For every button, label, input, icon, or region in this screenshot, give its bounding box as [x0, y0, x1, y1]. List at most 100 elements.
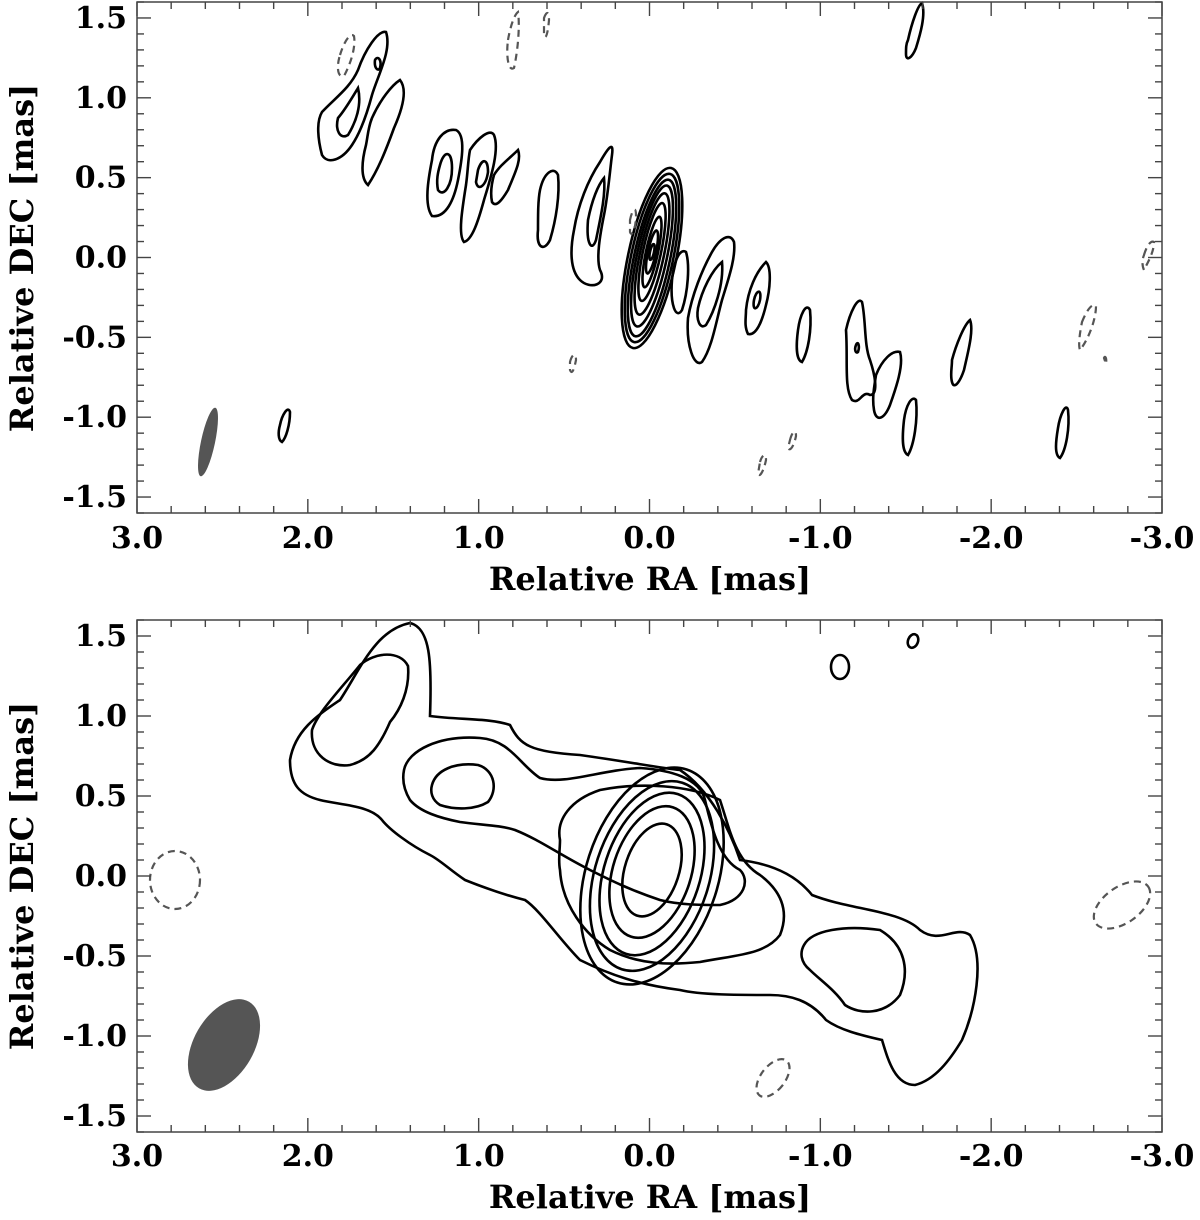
top-negative-contour	[1141, 240, 1156, 273]
top-contour	[795, 306, 812, 364]
top-contour	[901, 397, 918, 457]
bottom-core-contour	[608, 804, 696, 940]
bottom-panel: 3.0 2.0 1.0 0.0 -1.0 -2.0 -3.0 1.5 1.0 0.5 0.0 -0.…	[3, 619, 1194, 1216]
bottom-contour	[429, 763, 496, 810]
top-core-contour	[648, 242, 656, 262]
top-core-contour	[633, 192, 671, 316]
bottom-negative-contours	[148, 849, 1152, 1098]
bottom-y-tick-label: -1.5	[62, 1099, 127, 1134]
top-contour	[853, 341, 861, 354]
top-y-tick-label: 1.0	[75, 81, 127, 116]
bottom-contour	[557, 784, 786, 965]
bottom-negative-contour	[1092, 880, 1152, 930]
bottom-axis-ticks	[136, 619, 1163, 1133]
top-contour	[844, 299, 877, 403]
bottom-contour	[829, 653, 851, 681]
top-y-tick-label: 0.0	[75, 241, 127, 276]
top-contour	[489, 147, 521, 206]
top-contour	[586, 174, 606, 247]
bottom-x-tick-label: 0.0	[623, 1139, 675, 1174]
top-x-tick-labels: 3.0 2.0 1.0 0.0 -1.0 -2.0 -3.0	[111, 521, 1194, 556]
bottom-x-tick-label: 2.0	[282, 1139, 334, 1174]
top-contour	[474, 159, 490, 189]
top-negative-contour	[628, 208, 638, 235]
top-contour	[335, 84, 361, 138]
top-contour	[670, 249, 690, 315]
top-negative-contour	[542, 11, 551, 39]
top-contour	[752, 290, 762, 310]
top-contour	[435, 152, 454, 194]
bottom-beam-ellipse	[187, 999, 261, 1091]
top-contour	[949, 317, 973, 387]
top-contour	[536, 169, 560, 249]
top-beam-ellipse	[198, 407, 218, 477]
bottom-core-contour	[621, 822, 683, 918]
top-negative-contour	[1078, 304, 1098, 353]
top-x-axis-title: Relative RA [mas]	[489, 560, 811, 598]
bottom-x-tick-label: 1.0	[453, 1139, 505, 1174]
bottom-x-tick-label: 3.0	[111, 1139, 163, 1174]
bottom-x-tick-label: -3.0	[1130, 1139, 1195, 1174]
top-negative-contours	[336, 10, 1156, 477]
top-x-tick-label: -1.0	[788, 521, 853, 556]
top-contour	[426, 128, 464, 218]
top-contour	[1054, 406, 1070, 460]
bottom-contour	[401, 736, 746, 907]
top-contour	[277, 408, 292, 444]
top-contour	[316, 30, 389, 162]
bottom-y-tick-labels: 1.5 1.0 0.5 0.0 -0.5 -1.0 -1.5	[62, 619, 127, 1134]
top-panel: 3.0 2.0 1.0 0.0 -1.0 -2.0 -3.0 1.5 1.0 0.5 0.0 -0.…	[3, 1, 1194, 598]
bottom-x-axis-title: Relative RA [mas]	[489, 1178, 811, 1216]
top-x-tick-label: 0.0	[623, 521, 675, 556]
bottom-contour	[310, 653, 410, 767]
bottom-negative-contour	[148, 849, 202, 911]
bottom-negative-contour	[755, 1058, 791, 1098]
bottom-contour	[906, 632, 920, 650]
bottom-y-tick-label: -1.0	[62, 1019, 127, 1054]
bottom-x-tick-label: -1.0	[788, 1139, 853, 1174]
top-core-contour	[637, 201, 667, 303]
top-axis-ticks	[136, 1, 1163, 514]
top-core-contour	[644, 229, 660, 275]
bottom-core-contour	[579, 766, 725, 986]
bottom-contours	[288, 621, 979, 1087]
bottom-x-tick-label: -2.0	[959, 1139, 1024, 1174]
top-y-axis-title: Relative DEC [mas]	[3, 84, 41, 433]
top-contour	[459, 131, 498, 244]
top-contour	[373, 56, 382, 71]
top-contour	[570, 145, 614, 287]
top-contour	[361, 78, 406, 187]
top-core-contour	[623, 172, 681, 344]
top-y-tick-label: -1.5	[62, 480, 127, 515]
top-core-contour	[629, 184, 675, 328]
bottom-contour	[288, 621, 979, 1087]
top-y-tick-label: -1.0	[62, 400, 127, 435]
bottom-y-axis-title: Relative DEC [mas]	[3, 702, 41, 1051]
top-contour	[871, 350, 903, 419]
top-x-tick-label: 3.0	[111, 521, 163, 556]
top-negative-contour	[506, 10, 520, 70]
bottom-y-tick-label: 1.0	[75, 699, 127, 734]
top-contour	[696, 259, 724, 328]
bottom-y-tick-label: -0.5	[62, 939, 127, 974]
top-contour	[686, 235, 736, 365]
bottom-x-tick-labels: 3.0 2.0 1.0 0.0 -1.0 -2.0 -3.0	[111, 1139, 1194, 1174]
top-contour	[744, 260, 772, 336]
top-contour	[904, 1, 925, 60]
top-core-contour	[626, 178, 678, 338]
bottom-y-tick-label: 1.5	[75, 619, 127, 654]
bottom-core-contour	[588, 779, 716, 973]
bottom-core-contour	[598, 791, 706, 957]
bottom-y-tick-label: 0.0	[75, 859, 127, 894]
bottom-plot-frame	[136, 619, 1163, 1133]
top-y-tick-labels: 1.5 1.0 0.5 0.0 -0.5 -1.0 -1.5	[62, 1, 127, 515]
top-negative-contour	[786, 430, 798, 451]
top-x-tick-label: -2.0	[959, 521, 1024, 556]
top-negative-contour	[568, 353, 578, 374]
bottom-y-tick-label: 0.5	[75, 779, 127, 814]
bottom-contour	[800, 926, 907, 1013]
top-negative-contour	[336, 34, 356, 78]
bottom-core	[579, 766, 725, 986]
top-x-tick-label: 2.0	[282, 521, 334, 556]
top-contours	[277, 1, 1070, 460]
